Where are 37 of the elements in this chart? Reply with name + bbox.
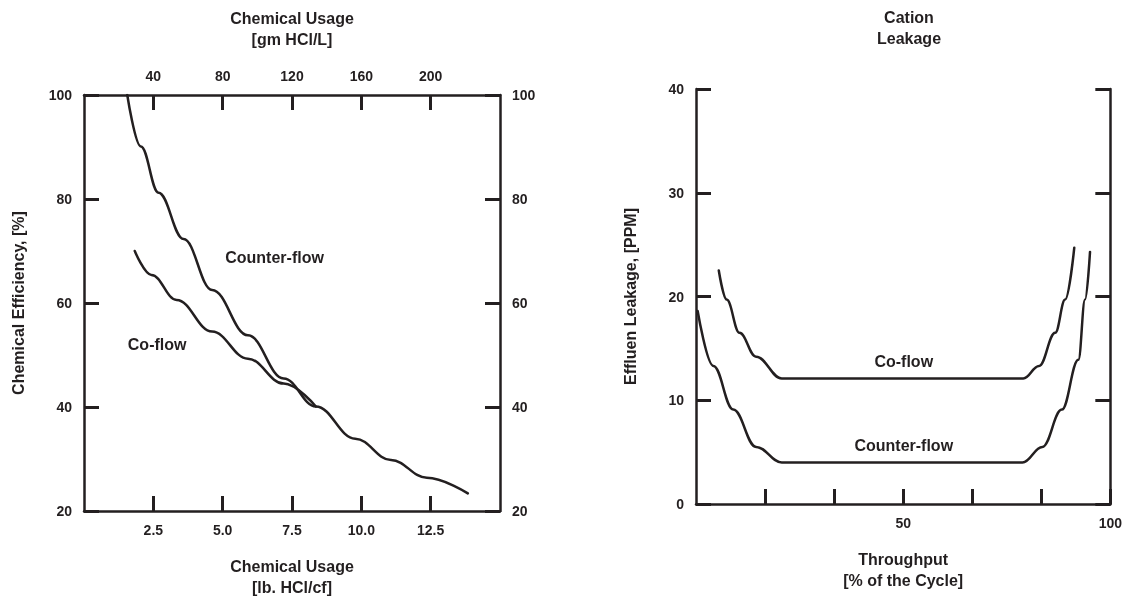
x-tick-label: 12.5	[417, 522, 445, 538]
y-axis-title: Chemical Efficiency, [%]	[10, 211, 27, 395]
series-label: Co-flow	[874, 352, 934, 370]
y-tick-label: 40	[56, 399, 73, 415]
series-label: Counter-flow	[854, 437, 954, 454]
chart-title: Cation Leakage	[876, 9, 942, 47]
x-tick-label: 2.5	[143, 522, 164, 538]
x2-tick-label: 200	[418, 68, 443, 84]
x-tick-label: 50	[895, 515, 912, 531]
y2-tick-label: 100	[512, 87, 536, 103]
y2-tick-label: 60	[512, 295, 528, 311]
y-tick-label: 40	[668, 81, 685, 97]
x-tick-label: 7.5	[282, 522, 302, 538]
x2-tick-label: 80	[214, 68, 231, 84]
x-axis-title: Throughput [% of the Cycle]	[843, 551, 964, 589]
y-tick-label: 20	[668, 288, 685, 305]
x2-tick-label: 120	[280, 68, 304, 84]
x2-tick-label: 40	[145, 68, 162, 84]
y-tick-label: 20	[56, 503, 73, 519]
y-tick-label: 100	[48, 87, 73, 103]
x-tick-label: 5.0	[212, 522, 233, 538]
y-tick-label: 60	[56, 295, 73, 311]
y-axis-title: Effluen Leakage, [PPM]	[622, 208, 639, 385]
x2-tick-label: 160	[349, 68, 374, 84]
x-tick-label: 100	[1098, 515, 1123, 531]
y2-tick-label: 40	[512, 399, 528, 415]
x-tick-label: 10.0	[347, 522, 376, 538]
x-axis-title: Chemical Usage [lb. HCl/cf]	[230, 558, 354, 596]
y-tick-label: 10	[668, 392, 685, 409]
series-label: Co-flow	[127, 336, 187, 354]
series-label: Counter-flow	[225, 248, 325, 266]
y2-tick-label: 20	[512, 503, 528, 519]
y-tick-label: 0	[676, 496, 685, 512]
y-tick-label: 80	[56, 191, 73, 207]
y2-tick-label: 80	[512, 191, 528, 207]
y-tick-label: 30	[668, 184, 685, 201]
x2-axis-title: Chemical Usage [gm HCl/L]	[230, 10, 354, 48]
